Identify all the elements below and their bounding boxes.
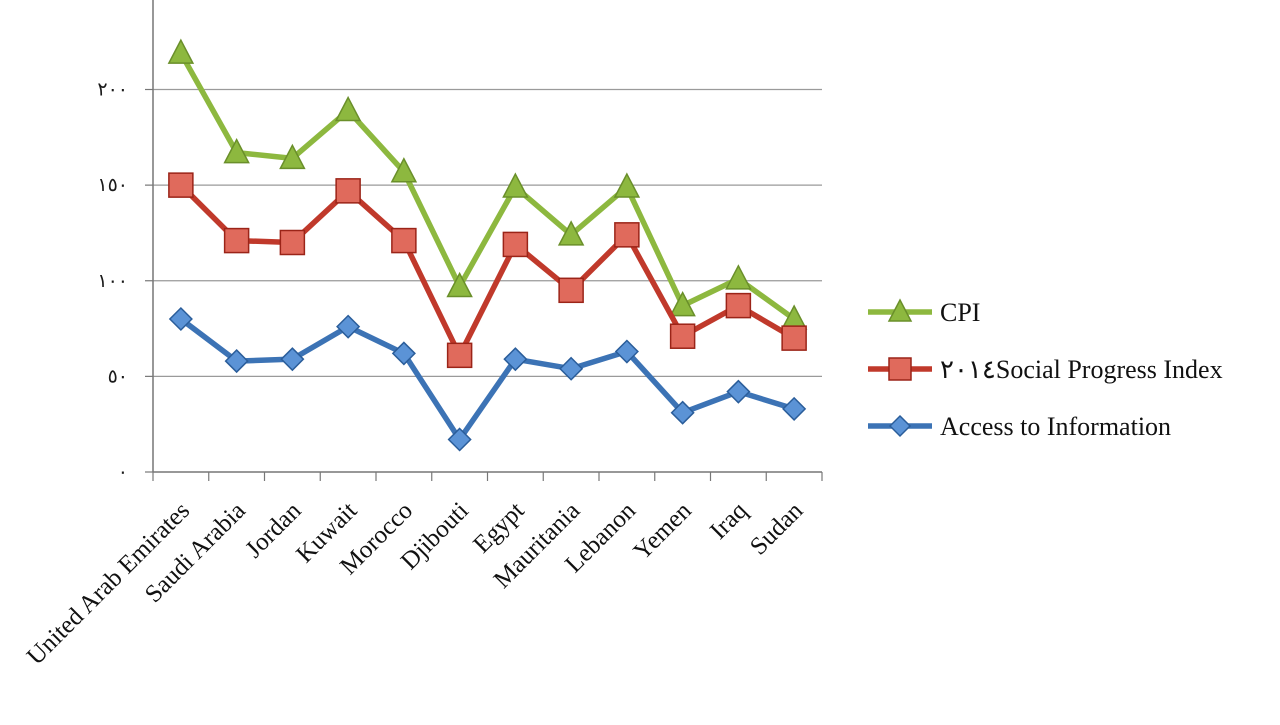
data-point-cpi [669, 290, 696, 317]
data-point-access-to-information [559, 356, 584, 381]
data-point-social-progress-index [446, 342, 473, 369]
legend-label-access-to-information: Access to Information [940, 412, 1171, 441]
data-point-social-progress-index [279, 229, 306, 256]
data-point-social-progress-index [669, 323, 696, 349]
data-point-social-progress-index [335, 178, 361, 204]
x-category-label: Iraq [705, 497, 753, 545]
data-point-cpi [334, 95, 362, 122]
data-point-cpi [390, 157, 418, 183]
data-point-access-to-information [503, 347, 528, 372]
axes [145, 0, 823, 481]
data-point-cpi [167, 38, 195, 64]
data-point-cpi [279, 143, 306, 170]
series-line-access-to-information [178, 316, 797, 443]
data-point-cpi [446, 271, 473, 298]
data-point-social-progress-index [558, 277, 584, 304]
data-point-social-progress-index [223, 227, 250, 254]
legend-marker-cpi [887, 298, 913, 322]
data-point-social-progress-index [614, 222, 640, 248]
y-tick-label: ١٠٠ [97, 271, 128, 292]
y-tick-label: ٥٠ [108, 366, 128, 387]
data-point-access-to-information [224, 349, 249, 374]
legend-marker-access-to-information [888, 414, 912, 438]
legend-label-social-progress-index: ٢٠١٤Social Progress Index [940, 355, 1223, 384]
data-point-cpi [502, 172, 529, 198]
data-point-social-progress-index [725, 292, 752, 319]
series [167, 38, 808, 452]
data-point-cpi [725, 264, 752, 290]
data-point-access-to-information [670, 400, 695, 425]
gridlines [153, 88, 822, 377]
data-point-cpi [557, 220, 585, 246]
data-point-cpi [223, 137, 250, 164]
legend-label-cpi: CPI [940, 298, 980, 327]
data-point-access-to-information [280, 347, 305, 372]
data-point-access-to-information [726, 379, 751, 404]
legend-marker-social-progress-index [888, 357, 912, 381]
data-point-access-to-information [168, 306, 193, 332]
x-category-label: Sudan [745, 497, 809, 561]
data-point-cpi [613, 172, 641, 198]
data-point-social-progress-index [168, 172, 194, 198]
legend: CPI ٢٠١٤Social Progress Index Access to In… [868, 298, 1223, 441]
data-point-access-to-information [391, 341, 416, 366]
x-category-label: Yemen [628, 497, 697, 566]
y-tick-label: ٠ [118, 462, 128, 483]
y-tick-label: ٢٠٠ [97, 80, 128, 101]
data-point-access-to-information [614, 339, 639, 364]
data-point-access-to-information [336, 314, 361, 339]
series-line-cpi [178, 50, 797, 322]
data-point-access-to-information [447, 427, 472, 452]
y-tick-label: ١٥٠ [97, 175, 128, 196]
data-point-social-progress-index [781, 325, 807, 351]
data-point-social-progress-index [391, 227, 417, 254]
data-point-social-progress-index [502, 231, 529, 258]
series-line-social-progress-index [178, 182, 797, 359]
data-point-access-to-information [782, 396, 807, 421]
